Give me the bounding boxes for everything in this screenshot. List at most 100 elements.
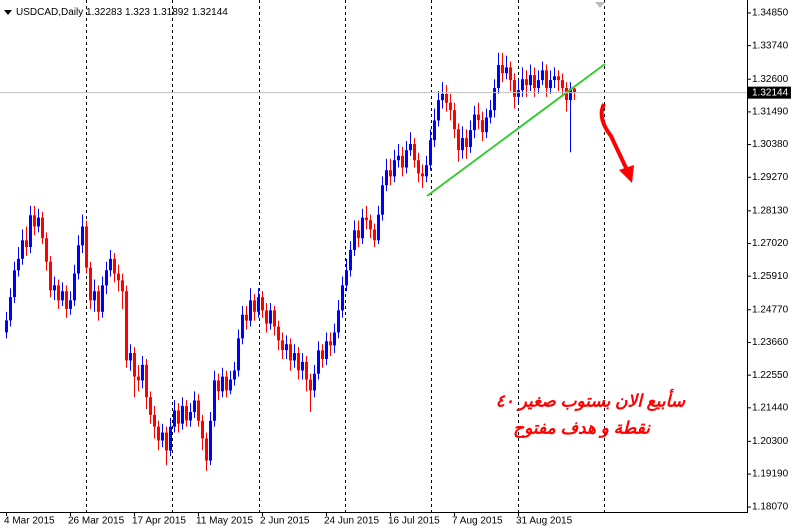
candle-body	[157, 426, 160, 441]
candle-body	[385, 170, 388, 186]
candle-body	[233, 370, 236, 380]
candle-body	[261, 297, 264, 311]
candle-body	[213, 380, 216, 421]
trend-line	[426, 63, 606, 197]
candle-body	[573, 88, 576, 93]
candle-body	[533, 75, 536, 89]
candle-body	[477, 114, 480, 121]
candle-body	[297, 353, 300, 371]
candle-body	[441, 93, 444, 101]
candle-body	[501, 65, 504, 74]
candle-body	[481, 120, 484, 133]
candle-body	[425, 165, 428, 177]
y-tick-label: 1.18070	[752, 502, 789, 513]
candle-body	[457, 129, 460, 151]
candle-body	[273, 310, 276, 327]
candle-body	[81, 226, 84, 246]
candle-body	[305, 361, 308, 380]
menu-marker	[4, 10, 12, 15]
candle-body	[21, 240, 24, 259]
x-tick-label: 4 Mar 2015	[4, 516, 55, 527]
candle-body	[413, 143, 416, 161]
candle-body	[33, 215, 36, 227]
candle-body	[85, 226, 88, 268]
y-tick-label: 1.29270	[752, 172, 789, 183]
candle-body	[73, 273, 76, 301]
candle-body	[517, 90, 520, 97]
candle-body	[409, 143, 412, 151]
candle-body	[13, 270, 16, 298]
candle-body	[369, 220, 372, 230]
candle-body	[145, 364, 148, 398]
candle-body	[561, 80, 564, 89]
candle-body	[41, 217, 44, 239]
candle-body	[357, 230, 360, 239]
y-tick-label: 1.25910	[752, 271, 789, 282]
candle-body	[5, 320, 8, 333]
candle-body	[389, 170, 392, 177]
candle-body	[113, 258, 116, 274]
candle-body	[401, 155, 404, 168]
candle-body	[373, 229, 376, 241]
candle-body	[541, 70, 544, 81]
candle-body	[45, 238, 48, 262]
candle-body	[361, 217, 364, 239]
candle-body	[421, 173, 424, 177]
annotation: نقطة و هدف مفتوح	[513, 418, 651, 438]
candle-body	[249, 300, 252, 321]
price-label-box	[748, 86, 791, 99]
candle-body	[485, 117, 488, 133]
candle-body	[53, 285, 56, 291]
candle-body	[397, 155, 400, 161]
candle-body	[225, 376, 228, 391]
candle-body	[245, 314, 248, 321]
x-tick-label: 26 Mar 2015	[68, 516, 125, 527]
candle-body	[349, 249, 352, 271]
y-tick-label: 1.27020	[752, 238, 789, 249]
arrow-head	[619, 165, 634, 183]
candle-body	[469, 130, 472, 147]
candle-body	[545, 70, 548, 89]
y-tick-label: 1.31490	[752, 107, 789, 118]
low-value: 1.31892	[153, 7, 190, 18]
candle-body	[313, 373, 316, 391]
open-value: 1.32283	[86, 7, 123, 18]
candle-body	[537, 80, 540, 89]
candle-body	[525, 79, 528, 86]
y-tick-label: 1.28130	[752, 205, 789, 216]
candle-body	[25, 240, 28, 248]
shift-marker	[595, 2, 605, 8]
candle-body	[9, 297, 12, 321]
y-tick-label: 1.22550	[752, 370, 789, 381]
candle-body	[513, 80, 516, 97]
candle-body	[405, 150, 408, 168]
candle-body	[177, 410, 180, 424]
price-label: 1.32144	[752, 87, 789, 98]
x-tick-label: 17 Apr 2015	[132, 516, 186, 527]
candle-body	[461, 138, 464, 151]
candle-body	[265, 310, 268, 324]
candle-body	[69, 300, 72, 309]
candle-body	[201, 420, 204, 439]
candle-body	[193, 400, 196, 412]
candle-body	[277, 326, 280, 341]
symbol: USDCAD,Daily	[16, 7, 83, 18]
high-value: 1.323	[125, 7, 150, 18]
candle-body	[189, 411, 192, 421]
candle-body	[505, 67, 508, 74]
x-tick-label: 31 Aug 2015	[516, 516, 573, 527]
close-value: 1.32144	[192, 7, 229, 18]
y-tick-label: 1.32600	[752, 74, 789, 85]
candle-body	[229, 379, 232, 391]
candle-body	[333, 332, 336, 346]
candle-body	[17, 258, 20, 271]
candles	[5, 52, 576, 471]
candle-body	[509, 67, 512, 81]
candle-body	[217, 380, 220, 392]
y-tick-label: 1.33740	[752, 40, 789, 51]
arrow	[599, 103, 629, 171]
candle-body	[237, 338, 240, 371]
candle-body	[125, 291, 128, 361]
